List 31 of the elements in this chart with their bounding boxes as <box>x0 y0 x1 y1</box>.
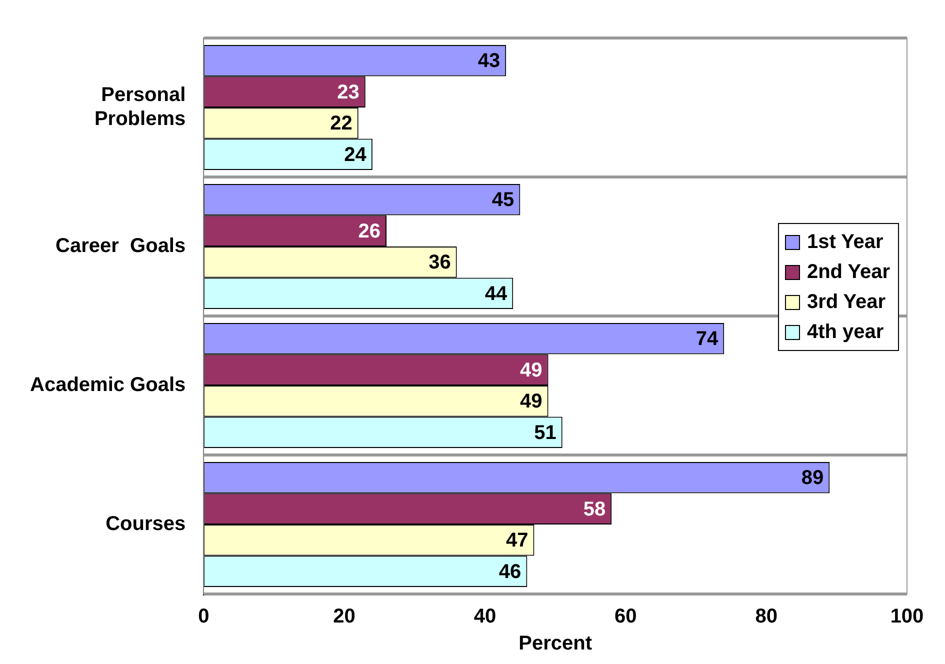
x-tick-label: 20 <box>333 606 356 628</box>
legend-label: 3rd Year <box>806 290 886 315</box>
data-label: 22 <box>330 112 352 135</box>
data-label: 74 <box>696 328 719 350</box>
legend-label: 1st Year <box>806 230 884 255</box>
data-label: 89 <box>801 467 824 490</box>
data-label: 47 <box>506 530 528 552</box>
y-tick-label: Academic Goals <box>30 374 186 396</box>
data-label: 44 <box>484 282 508 305</box>
x-tick-label: 0 <box>198 606 210 628</box>
x-axis-title: Percent <box>518 632 592 655</box>
data-label: 23 <box>337 81 360 104</box>
data-label: 49 <box>520 359 542 382</box>
data-label: 24 <box>344 144 368 166</box>
y-tick-label: Courses <box>106 513 186 536</box>
data-label: 46 <box>498 560 522 583</box>
data-label: 45 <box>492 189 514 212</box>
legend-label: 2nd Year <box>806 260 890 285</box>
data-label: 26 <box>358 220 381 242</box>
x-tick-label: 60 <box>614 606 637 628</box>
data-label: 58 <box>583 498 606 520</box>
x-tick-label: 80 <box>755 606 778 628</box>
x-tick-label: 100 <box>890 606 924 628</box>
y-tick-label: Personal Problems <box>94 84 186 130</box>
data-label: 43 <box>478 50 500 72</box>
y-tick-label: Career Goals <box>56 235 186 258</box>
x-tick-label: 40 <box>474 606 496 628</box>
data-label: 49 <box>520 390 542 413</box>
data-label: 36 <box>428 252 451 274</box>
legend-label: 4th year <box>806 320 884 345</box>
data-label: 51 <box>534 422 556 444</box>
